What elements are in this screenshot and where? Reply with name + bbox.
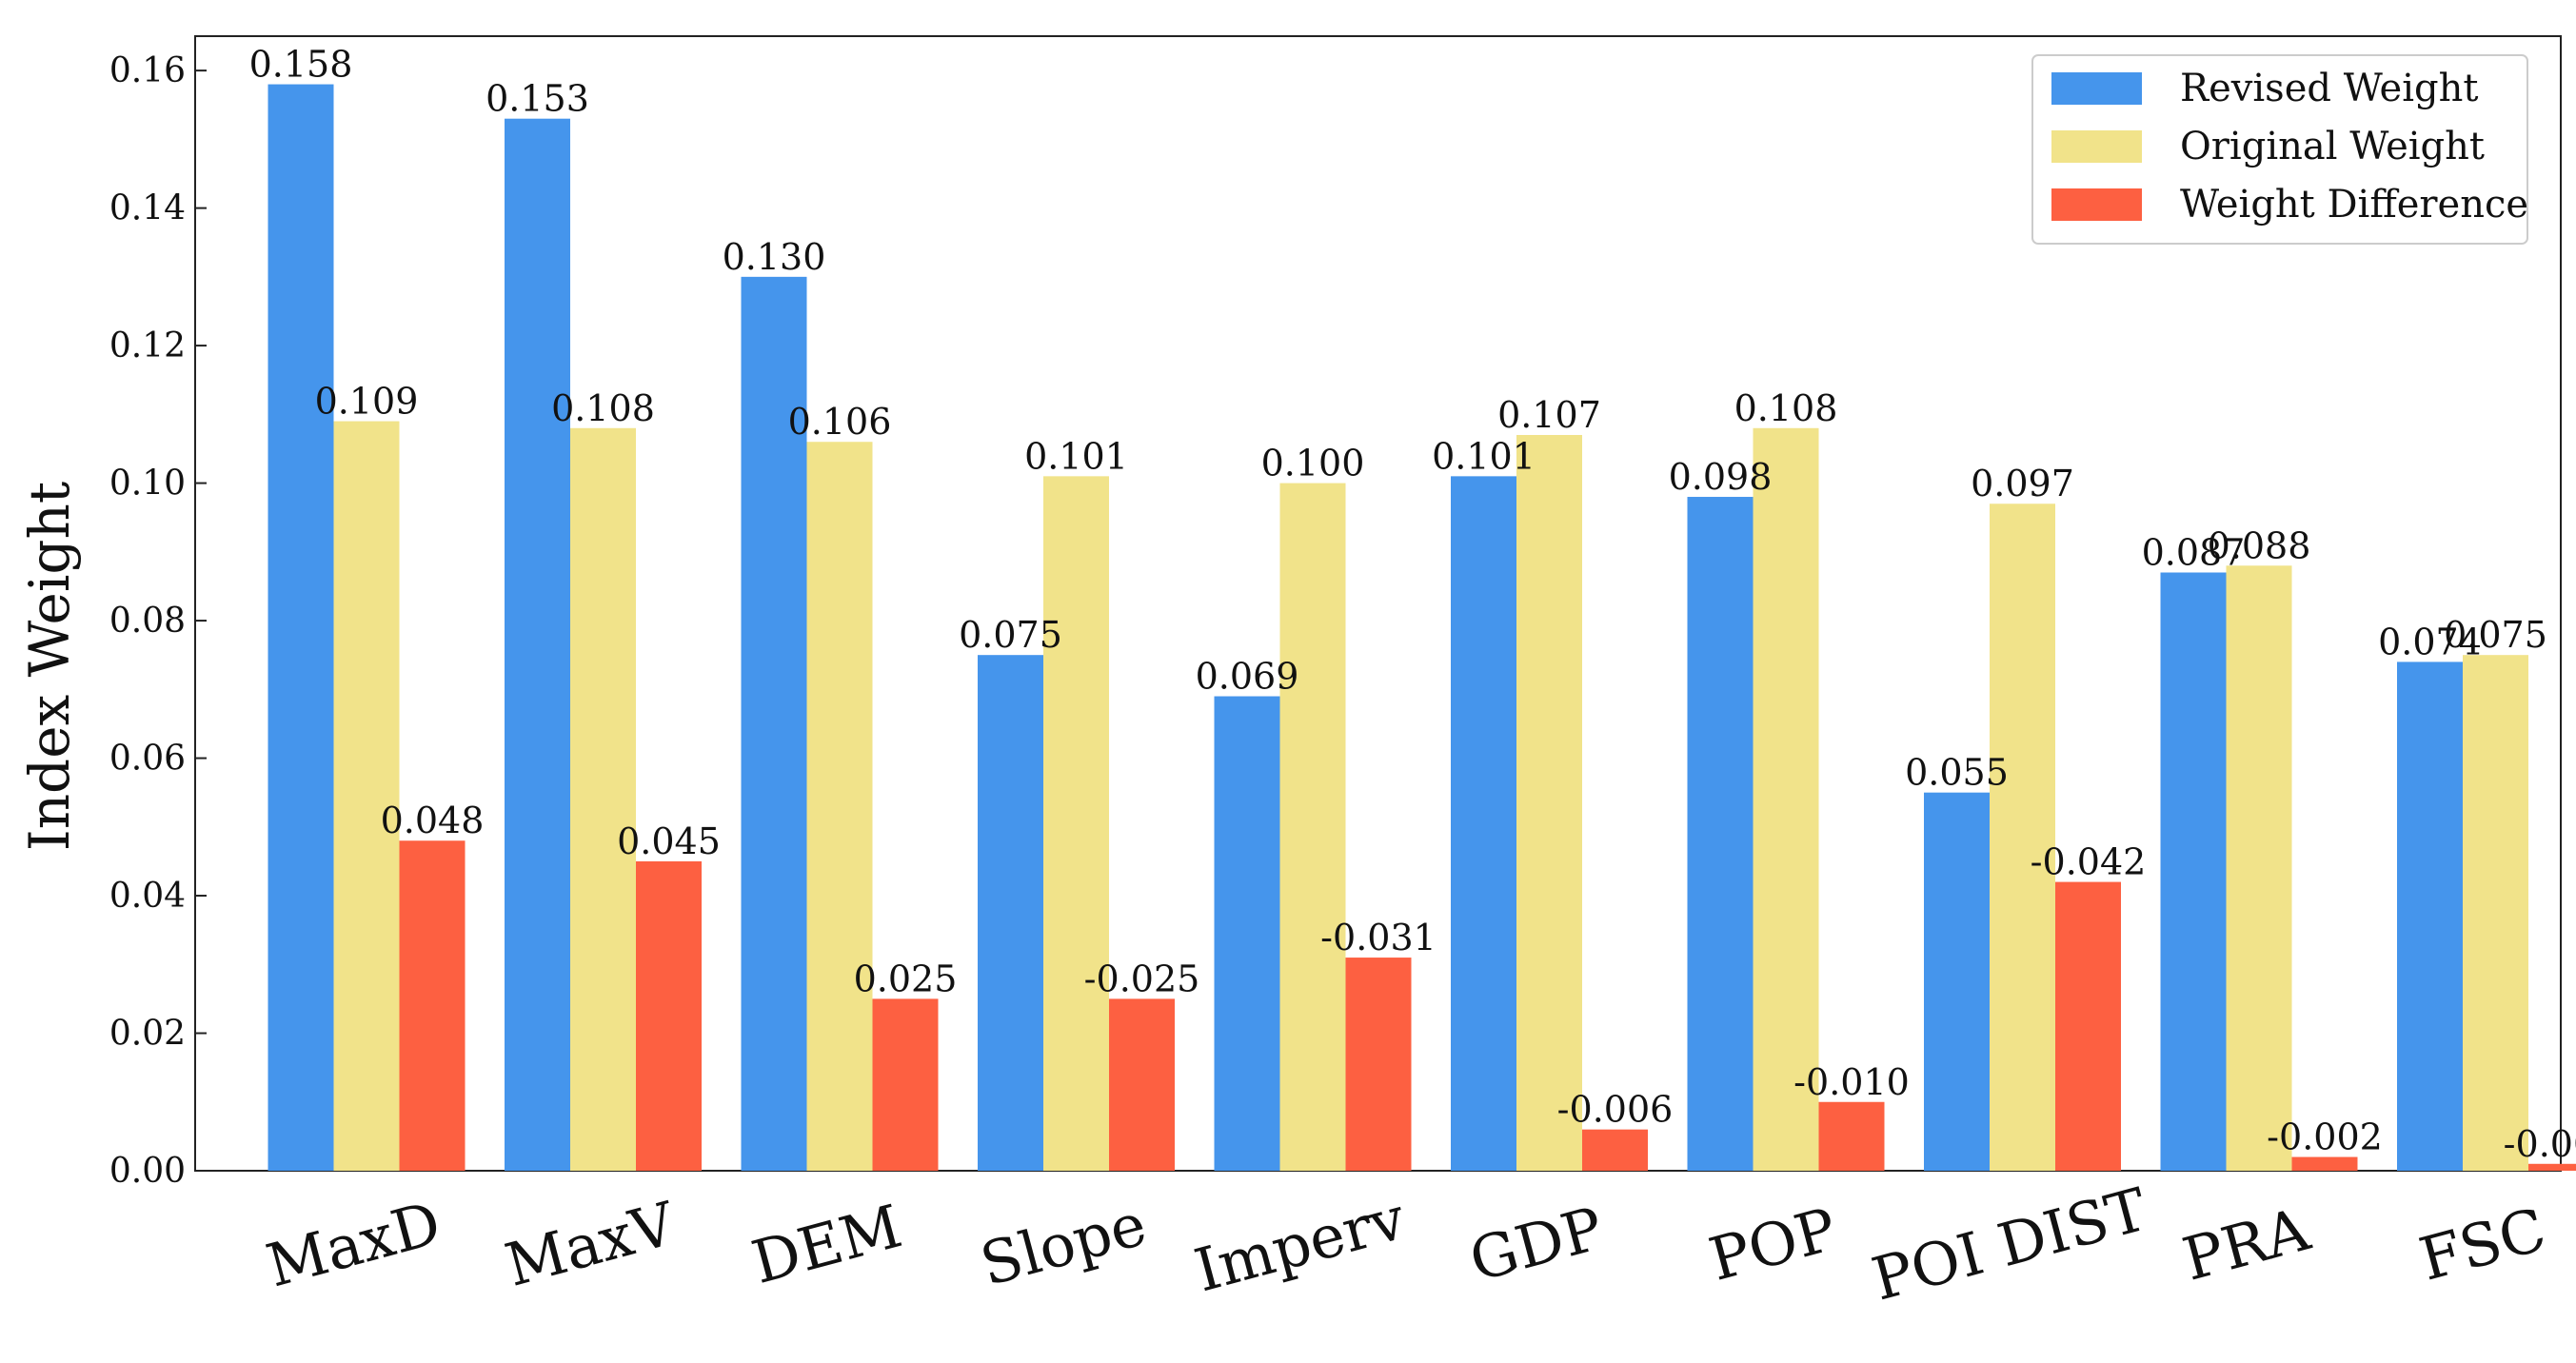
data-label: 0.101 <box>1432 435 1536 477</box>
data-label: 0.048 <box>381 800 485 841</box>
legend-label: Weight Difference <box>2180 183 2528 227</box>
data-label: 0.153 <box>485 78 589 120</box>
bar-revised-weight <box>1214 696 1280 1171</box>
data-label: 0.107 <box>1497 394 1601 436</box>
y-tick-label: 0.06 <box>109 740 186 779</box>
bar-original-weight <box>570 427 636 1171</box>
data-label: 0.098 <box>1669 456 1773 498</box>
bar-revised-weight <box>741 276 807 1171</box>
bar-original-weight <box>1990 504 2055 1171</box>
data-label: 0.025 <box>854 958 958 999</box>
legend-swatch <box>2051 130 2142 163</box>
data-label: 0.055 <box>1905 752 2009 794</box>
bar-revised-weight <box>2397 662 2463 1171</box>
data-label: 0.075 <box>2444 614 2547 656</box>
data-label: 0.069 <box>1196 656 1299 698</box>
data-label: -0.025 <box>1084 958 1200 999</box>
bar-revised-weight <box>1924 792 1990 1171</box>
data-label: 0.100 <box>1261 443 1365 484</box>
bar-original-weight <box>1753 427 1819 1171</box>
bar-revised-weight <box>1687 497 1754 1171</box>
data-label: 0.106 <box>788 401 892 443</box>
legend-box <box>2031 54 2528 245</box>
y-tick-label: 0.14 <box>109 189 186 228</box>
data-label: 0.109 <box>315 381 419 423</box>
bar-original-weight <box>1279 483 1346 1171</box>
data-label: -0.010 <box>1793 1061 1910 1103</box>
data-label: -0.042 <box>2031 841 2147 883</box>
x-category-label: MaxV <box>498 1188 683 1299</box>
legend: Revised Weight Original Weight Weight Diff… <box>2031 54 2528 245</box>
bar-original-weight <box>2463 655 2528 1171</box>
y-tick-label: 0.10 <box>109 464 186 504</box>
bar-original-weight <box>333 421 400 1171</box>
data-label: 0.087 <box>2142 531 2246 573</box>
bar-original-weight <box>2226 565 2292 1171</box>
legend-label: Revised Weight <box>2180 67 2478 110</box>
bar-weight-difference <box>872 998 939 1171</box>
data-label: 0.158 <box>249 44 353 86</box>
y-tick-label: 0.12 <box>109 326 186 365</box>
y-tick-label: 0.00 <box>109 1152 186 1191</box>
x-category-label: Imperv <box>1188 1183 1413 1306</box>
bar-original-weight <box>1043 476 1109 1171</box>
legend-swatch <box>2051 188 2142 221</box>
x-category-label: GDP <box>1462 1194 1610 1295</box>
data-label: 0.088 <box>2208 524 2311 566</box>
y-tick-label: 0.04 <box>109 877 186 916</box>
x-category-label: POP <box>1702 1195 1844 1294</box>
bar-revised-weight <box>505 118 570 1171</box>
bar-weight-difference <box>1818 1101 1885 1171</box>
data-label: 0.101 <box>1024 435 1128 477</box>
x-category-label: Slope <box>973 1189 1153 1299</box>
bar-weight-difference <box>2055 881 2121 1171</box>
data-label: -0.002 <box>2267 1116 2383 1158</box>
bar-weight-difference <box>636 860 702 1171</box>
data-labels-layer: 0.158 0.109 0.048 0.153 0.108 0.045 0.130 0.106… <box>249 44 2576 1165</box>
y-tick-label: 0.02 <box>109 1015 186 1054</box>
bar-revised-weight <box>2160 572 2227 1171</box>
bars-layer <box>268 84 2576 1171</box>
y-axis-title: Index Weight <box>17 482 82 851</box>
legend-label: Original Weight <box>2180 125 2485 168</box>
x-category-label: POI DIST <box>1865 1175 2154 1314</box>
bar-weight-difference <box>2528 1163 2576 1171</box>
bar-weight-difference <box>1582 1129 1648 1171</box>
data-label: -0.031 <box>1320 917 1437 958</box>
bar-weight-difference <box>399 840 466 1171</box>
data-label: 0.130 <box>723 236 826 278</box>
legend-swatch <box>2051 72 2142 105</box>
bar-weight-difference <box>1109 998 1175 1171</box>
x-category-label: DEM <box>744 1191 908 1297</box>
data-label: -0.006 <box>1557 1089 1674 1131</box>
data-label: 0.097 <box>1971 463 2074 504</box>
y-tick-label: 0.16 <box>109 51 186 90</box>
bar-revised-weight <box>1451 476 1516 1171</box>
bar-original-weight <box>1516 435 1582 1171</box>
bar-revised-weight <box>978 655 1043 1171</box>
data-label: 0.075 <box>959 614 1062 656</box>
data-label: 0.108 <box>1734 387 1838 429</box>
data-label: 0.108 <box>551 387 655 429</box>
y-tick-label: 0.08 <box>109 602 186 641</box>
data-label: -0.001 <box>2504 1123 2576 1165</box>
data-label: 0.074 <box>2378 621 2482 662</box>
x-category-label: FSC <box>2412 1195 2552 1294</box>
bar-weight-difference <box>2291 1156 2358 1171</box>
data-label: 0.045 <box>617 820 721 862</box>
bar-original-weight <box>806 442 873 1171</box>
bar-weight-difference <box>1345 958 1412 1171</box>
bar-revised-weight <box>268 84 334 1171</box>
x-category-label: MaxD <box>260 1188 448 1300</box>
x-category-label: PRA <box>2176 1194 2318 1294</box>
